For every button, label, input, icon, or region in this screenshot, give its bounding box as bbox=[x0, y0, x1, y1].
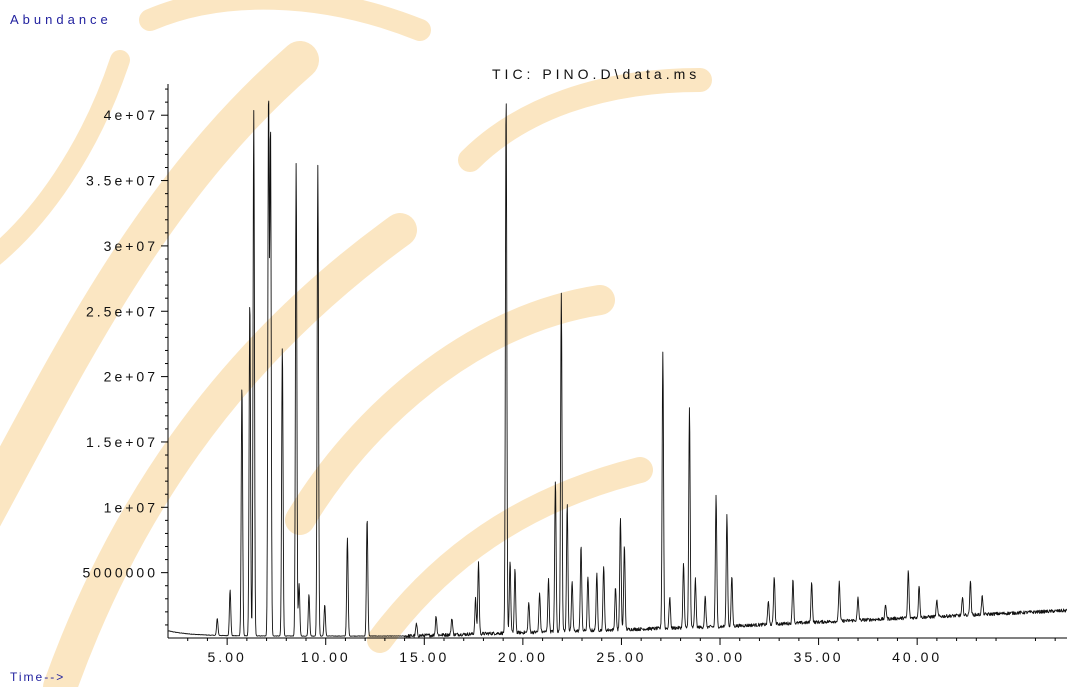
y-ticks: 5000000 1e+07 1.5e+07 2e+07 2.5e+07 3e+07 3.5e… bbox=[82, 88, 168, 626]
tic-series-line bbox=[167, 100, 1067, 638]
y-tick-label: 3e+07 bbox=[104, 238, 158, 254]
x-tick-label: 15.00 bbox=[399, 649, 449, 665]
y-tick-label: 2e+07 bbox=[104, 369, 158, 385]
x-ticks: 5.00 10.00 15.00 20.00 25.00 30.00 35.00 40.00 bbox=[187, 638, 1056, 665]
watermark-swirl bbox=[0, 41, 319, 527]
x-tick-label: 25.00 bbox=[596, 649, 646, 665]
y-tick-label: 2.5e+07 bbox=[86, 303, 158, 319]
x-tick-label: 35.00 bbox=[794, 649, 844, 665]
x-tick-label: 40.00 bbox=[892, 649, 942, 665]
x-tick-label: 5.00 bbox=[208, 649, 247, 665]
watermark-swirl bbox=[139, 0, 431, 41]
x-tick-label: 20.00 bbox=[498, 649, 548, 665]
y-tick-label: 4e+07 bbox=[104, 107, 158, 123]
y-tick-label: 1.5e+07 bbox=[86, 434, 158, 450]
y-tick-label: 3.5e+07 bbox=[86, 173, 158, 189]
y-tick-label: 5000000 bbox=[82, 565, 158, 581]
x-tick-label: 30.00 bbox=[695, 649, 745, 665]
watermark-swirl bbox=[367, 457, 653, 653]
x-axis-label: Time--> bbox=[10, 670, 66, 684]
axes bbox=[167, 84, 1067, 639]
x-tick-label: 10.00 bbox=[301, 649, 351, 665]
signal-trace bbox=[167, 100, 1067, 638]
watermark-swirl bbox=[43, 213, 417, 687]
y-tick-label: 1e+07 bbox=[104, 499, 158, 515]
watermark-swirl bbox=[0, 50, 130, 265]
watermark-swirl bbox=[285, 285, 615, 535]
chart-title: TIC: PINO.D\data.ms bbox=[492, 66, 701, 82]
watermark-swirl bbox=[458, 68, 712, 172]
y-axis-label: Abundance bbox=[10, 12, 112, 27]
